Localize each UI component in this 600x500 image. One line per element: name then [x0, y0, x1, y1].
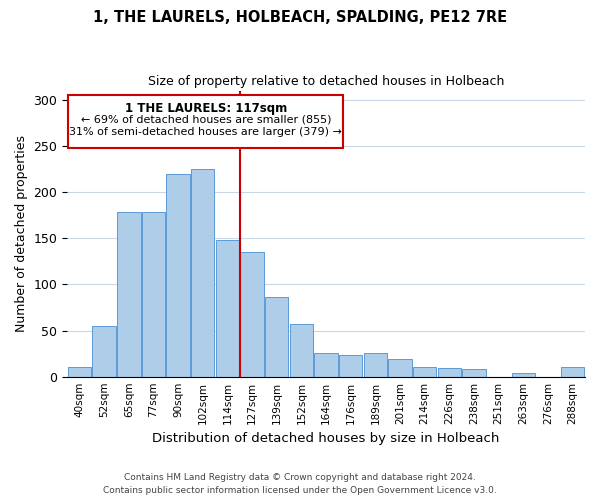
Bar	[68, 368, 91, 376]
Bar	[191, 169, 214, 376]
Bar	[561, 368, 584, 376]
Y-axis label: Number of detached properties: Number of detached properties	[15, 135, 28, 332]
Bar	[339, 354, 362, 376]
Text: Contains HM Land Registry data © Crown copyright and database right 2024.
Contai: Contains HM Land Registry data © Crown c…	[103, 473, 497, 495]
Bar	[314, 352, 338, 376]
Bar	[241, 252, 264, 376]
Text: 1 THE LAURELS: 117sqm: 1 THE LAURELS: 117sqm	[125, 102, 287, 114]
Bar	[92, 326, 116, 376]
FancyBboxPatch shape	[68, 95, 343, 148]
Text: 31% of semi-detached houses are larger (379) →: 31% of semi-detached houses are larger (…	[70, 126, 342, 136]
Bar	[463, 370, 486, 376]
Bar	[437, 368, 461, 376]
Title: Size of property relative to detached houses in Holbeach: Size of property relative to detached ho…	[148, 75, 504, 88]
Text: ← 69% of detached houses are smaller (855): ← 69% of detached houses are smaller (85…	[80, 114, 331, 124]
Bar	[290, 324, 313, 376]
Bar	[512, 373, 535, 376]
Bar	[413, 368, 436, 376]
Bar	[216, 240, 239, 376]
Bar	[142, 212, 165, 376]
Bar	[364, 352, 387, 376]
Bar	[388, 359, 412, 376]
X-axis label: Distribution of detached houses by size in Holbeach: Distribution of detached houses by size …	[152, 432, 500, 445]
Text: 1, THE LAURELS, HOLBEACH, SPALDING, PE12 7RE: 1, THE LAURELS, HOLBEACH, SPALDING, PE12…	[93, 10, 507, 25]
Bar	[166, 174, 190, 376]
Bar	[117, 212, 140, 376]
Bar	[265, 298, 289, 376]
